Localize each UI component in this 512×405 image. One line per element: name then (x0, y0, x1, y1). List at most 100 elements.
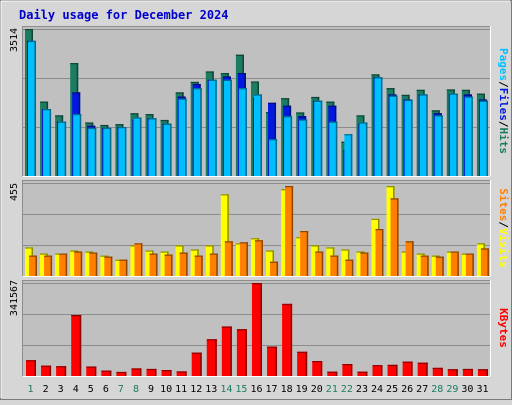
bar-fill (251, 283, 262, 376)
legend-separator: / (497, 121, 510, 128)
bar-shadow (34, 360, 36, 376)
bar-kbytes-day-9 (146, 368, 157, 376)
bar-top-edge (236, 329, 247, 331)
bar-shadow (365, 371, 368, 376)
bar-top-edge (192, 83, 201, 86)
bar-shadow (49, 365, 52, 376)
bar-shadow (487, 248, 489, 276)
bar-shadow (34, 40, 36, 176)
bar-kbytes-day-3 (56, 366, 67, 376)
bar-pages-day-14 (223, 79, 232, 176)
bar-top-edge (179, 252, 188, 254)
bar-fill (359, 122, 368, 176)
bar-sites-day-12 (194, 255, 203, 276)
x-tick-label-21: 21 (326, 384, 338, 395)
bar-shadow (275, 139, 278, 176)
bar-top-edge (223, 79, 232, 81)
x-tick-label-3: 3 (58, 384, 64, 395)
bar-fill (134, 243, 143, 276)
bar-top-edge (104, 256, 113, 258)
bar-shadow (185, 98, 187, 176)
x-tick-label-18: 18 (281, 384, 293, 395)
bar-fill (267, 346, 278, 376)
bar-fill (417, 362, 428, 376)
bar-fill (372, 365, 383, 376)
bar-shadow (411, 361, 413, 376)
bar-top-edge (300, 231, 309, 233)
bar-top-edge (58, 121, 67, 123)
bar-kbytes-day-17 (267, 346, 278, 376)
bar-shadow (155, 368, 157, 376)
x-tick-label-27: 27 (416, 384, 428, 395)
ymax-label: 3514 (9, 28, 20, 52)
bar-shadow (261, 240, 263, 276)
bar-top-edge (70, 250, 79, 252)
bar-fill (86, 366, 97, 376)
bar-shadow (411, 99, 413, 176)
bar-top-edge (70, 63, 79, 65)
bar-shadow (290, 116, 293, 176)
bar-fill (330, 255, 339, 276)
bar-pages-day-11 (178, 98, 187, 176)
bar-shadow (65, 253, 68, 276)
bar-fill (26, 360, 36, 376)
bar-top-edge (420, 255, 429, 257)
bar-top-edge (356, 115, 365, 117)
bar-shadow (320, 100, 323, 176)
ymax-label: 455 (9, 183, 20, 201)
bar-fill (254, 240, 263, 276)
legend-entry-pages: Pages (497, 48, 510, 81)
bar-fill (59, 253, 68, 276)
bar-kbytes-day-12 (191, 352, 202, 376)
bar-pages-day-12 (193, 88, 202, 176)
bar-fill (282, 303, 293, 376)
bar-top-edge (40, 101, 49, 103)
x-tick-label-14: 14 (220, 384, 232, 395)
bar-top-edge (133, 117, 142, 119)
bar-fill (133, 117, 142, 176)
bar-top-edge (281, 98, 290, 100)
bar-fill (387, 364, 398, 376)
bar-shadow (350, 134, 353, 176)
bar-kbytes-day-24 (372, 365, 383, 376)
bar-kbytes-day-2 (41, 365, 52, 376)
bar-top-edge (431, 255, 440, 257)
bar-pages-day-28 (434, 115, 443, 176)
bar-sites-day-8 (134, 243, 143, 276)
x-tick-label-13: 13 (205, 384, 217, 395)
bar-sites-day-9 (149, 253, 158, 276)
bar-fill (269, 139, 278, 176)
bar-top-edge (433, 113, 442, 115)
bar-top-edge (205, 245, 214, 247)
bar-fill (43, 109, 52, 176)
bar-fill (329, 121, 338, 176)
bar-top-edge (175, 92, 184, 94)
panel-bars (26, 283, 488, 376)
bar-fill (360, 252, 369, 276)
bar-top-edge (56, 366, 67, 368)
bar-shadow (215, 79, 217, 176)
bar-kbytes-day-31 (477, 369, 488, 376)
bar-shadow (456, 369, 458, 376)
bar-fill (345, 259, 354, 276)
bar-top-edge (250, 238, 259, 240)
bar-fill (74, 251, 83, 276)
visits-sites-panel: 455 (9, 180, 491, 277)
bar-sites-day-23 (360, 252, 369, 276)
bar-pages-day-31 (479, 100, 488, 176)
bar-top-edge (161, 370, 172, 372)
bar-pages-day-30 (464, 96, 473, 176)
bar-kbytes-day-6 (101, 370, 112, 376)
bar-shadow (441, 367, 443, 376)
bar-top-edge (356, 251, 365, 253)
bar-top-edge (59, 253, 68, 255)
bar-fill (315, 251, 324, 276)
bar-top-edge (417, 362, 428, 364)
bar-top-edge (148, 118, 157, 120)
bar-fill (176, 371, 187, 376)
bar-fill (236, 329, 247, 376)
bar-kbytes-day-4 (71, 315, 82, 376)
bar-top-edge (328, 105, 337, 107)
bar-kbytes-day-29 (447, 369, 458, 376)
x-tick-label-2: 2 (43, 384, 49, 395)
